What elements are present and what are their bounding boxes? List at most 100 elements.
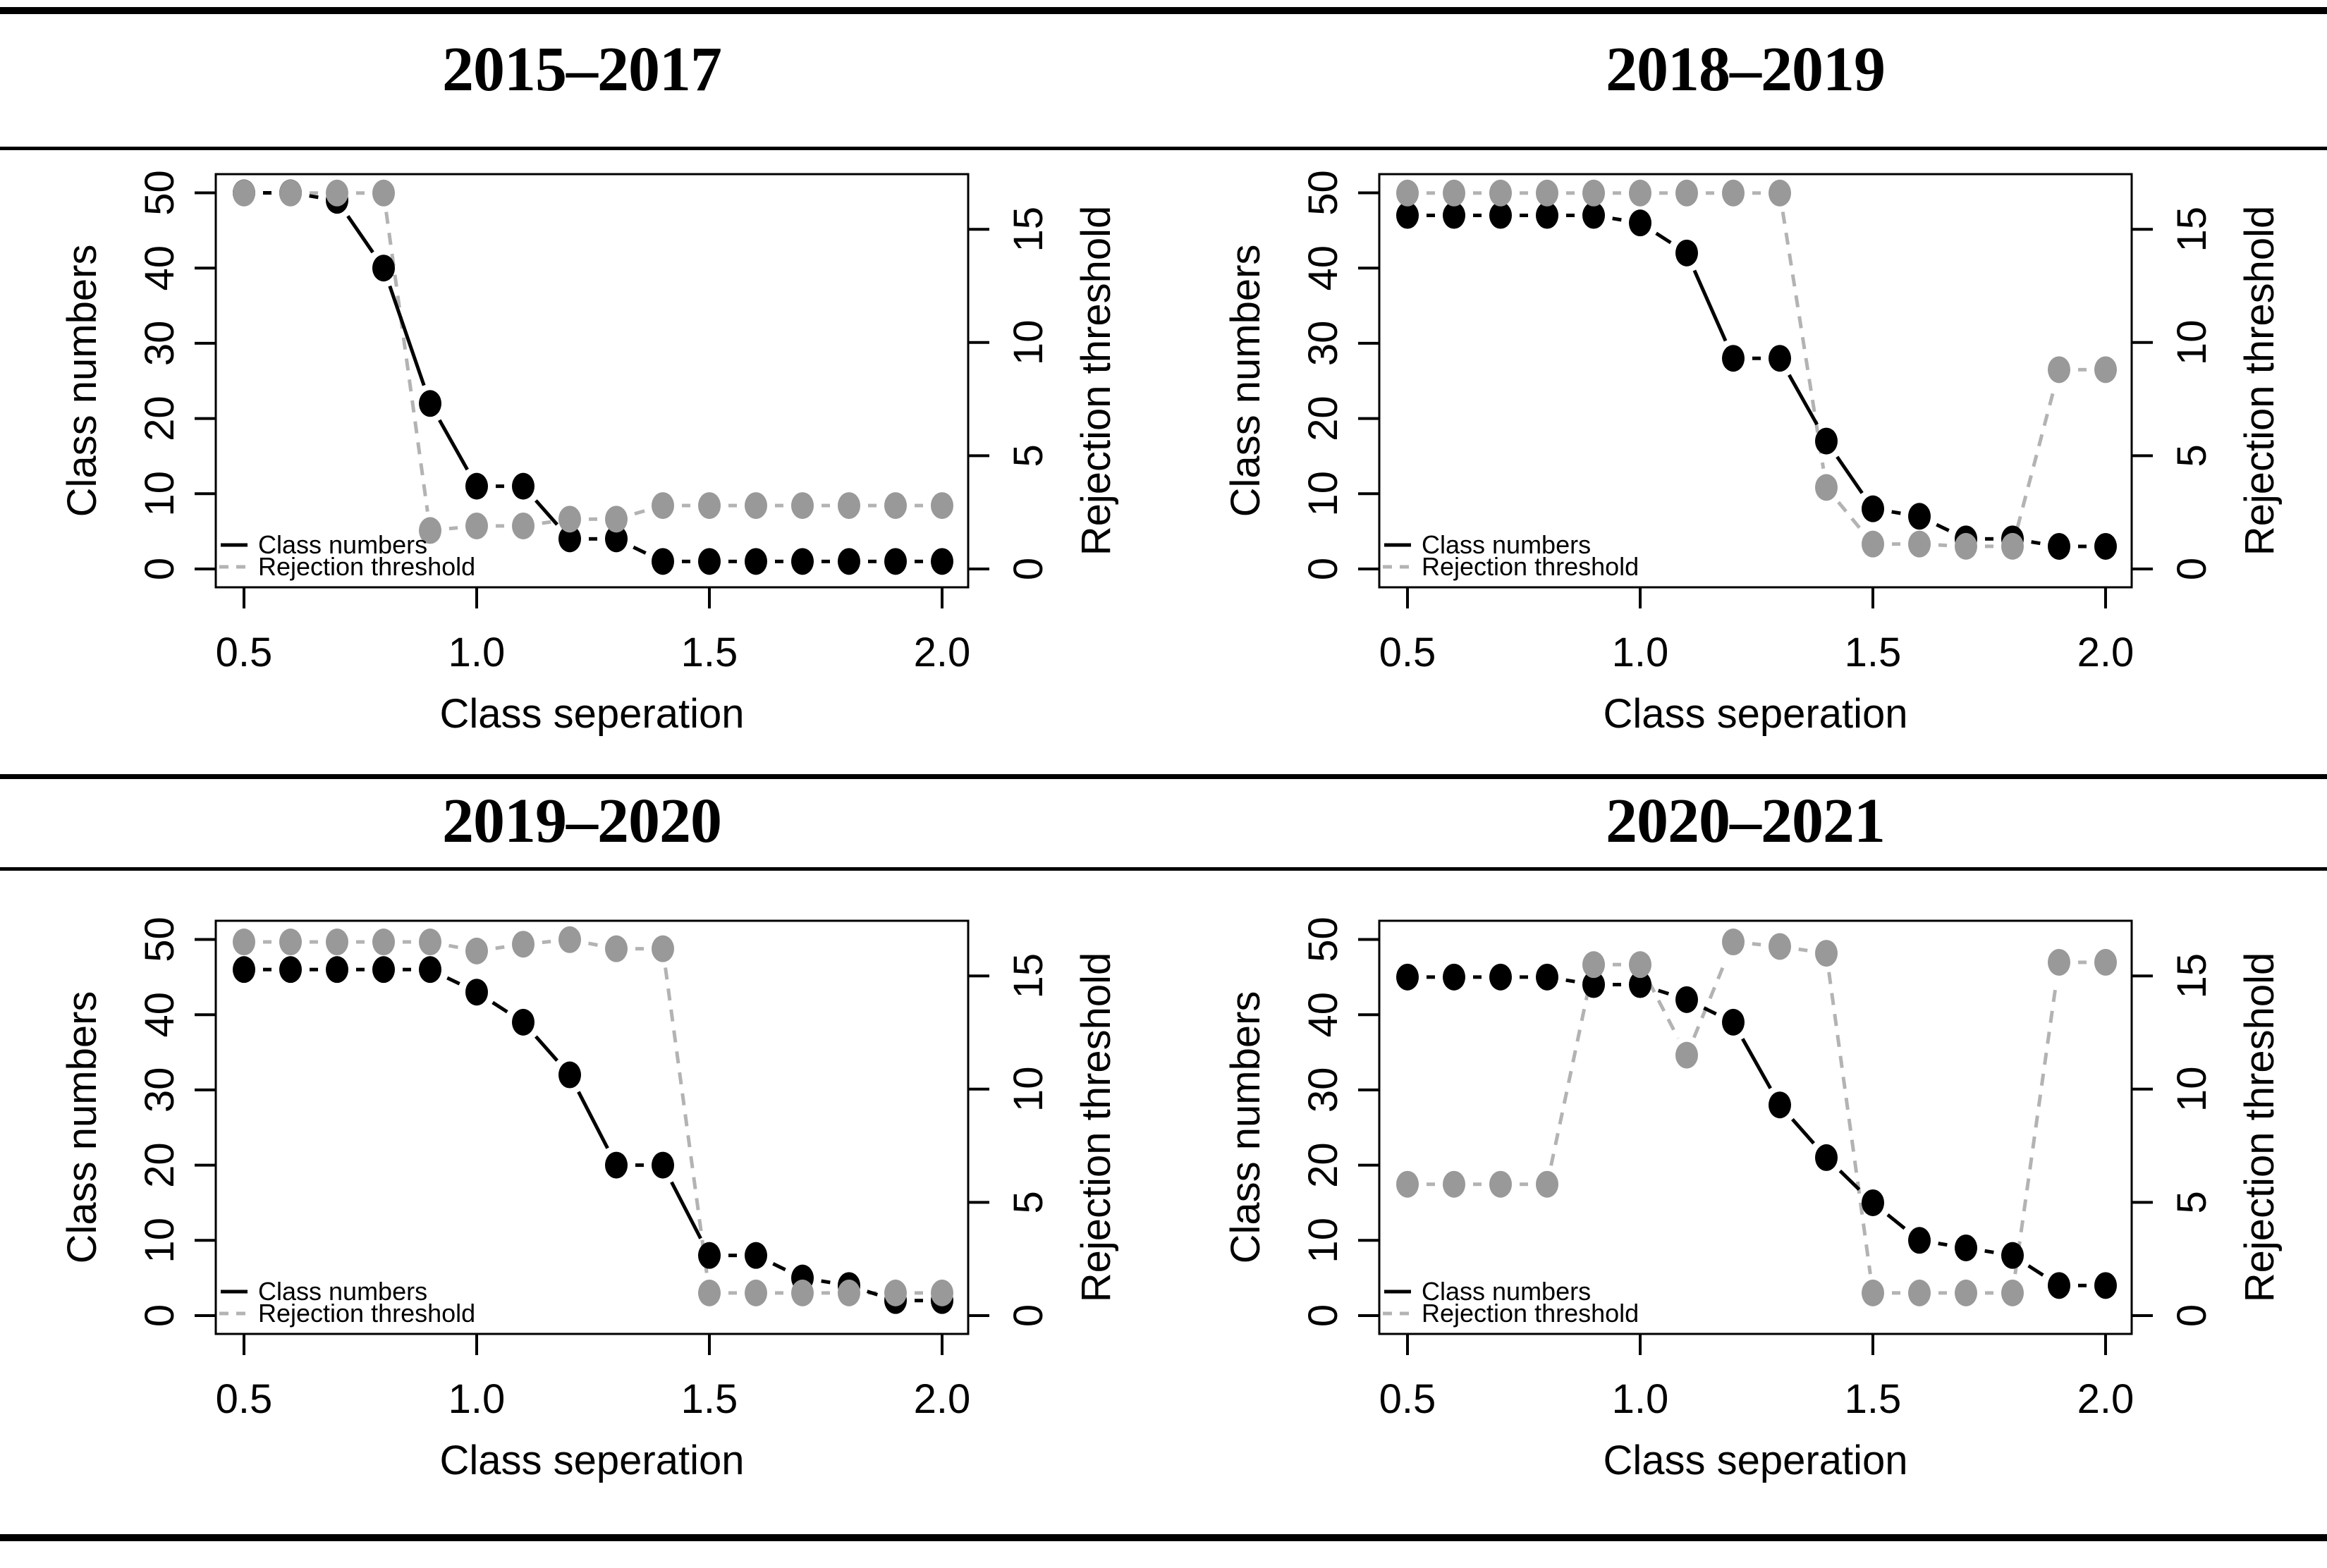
threshold-point	[1629, 179, 1651, 207]
series-class-numbers-line	[263, 967, 923, 1303]
y-right-tick-label: 10	[1006, 320, 1051, 366]
series-rejection-threshold-line	[263, 191, 923, 531]
class-point	[1769, 345, 1791, 372]
x-tick-label: 1.0	[448, 1376, 506, 1422]
series-rejection-threshold-line	[1427, 191, 2087, 549]
x-axis: 0.5 1.0 1.5 2.0 Class seperation	[216, 587, 970, 737]
y-axis-right: 0 5 10 15 Rejection threshold	[2132, 953, 2283, 1327]
y-axis-left: 0 10 20 30 40 50 Class numbers	[59, 170, 216, 580]
x-axis-title: Class seperation	[440, 691, 745, 737]
y-right-tick-label: 10	[2169, 320, 2215, 366]
series-rejection-threshold-points	[233, 179, 953, 544]
y-left-tick-label: 20	[137, 1142, 183, 1188]
class-point	[1536, 963, 1558, 991]
class-segment	[1612, 216, 1622, 222]
x-tick-label: 0.5	[1379, 1376, 1436, 1422]
threshold-point	[1769, 933, 1791, 960]
rule-bottom	[0, 1534, 2327, 1541]
class-point	[1443, 963, 1465, 991]
y-left-tick-label: 50	[137, 917, 183, 962]
threshold-point	[1955, 532, 1977, 560]
y-left-tick-label: 40	[137, 992, 183, 1038]
threshold-segment	[495, 945, 505, 950]
y-right-tick-label: 5	[1006, 1191, 1051, 1213]
class-point	[745, 1242, 767, 1269]
class-point	[2094, 1272, 2117, 1299]
threshold-point	[2001, 1279, 2024, 1306]
threshold-point	[1489, 1170, 1512, 1198]
series-class-numbers-line	[1427, 214, 2087, 549]
threshold-point	[884, 1279, 907, 1306]
class-segment	[821, 1279, 831, 1285]
series-class-numbers-line	[1427, 975, 2087, 1287]
threshold-segment	[384, 212, 429, 512]
y-right-axis-title: Rejection threshold	[1073, 206, 1119, 556]
legend-label-class-numbers: Class numbers	[258, 1277, 427, 1306]
threshold-point	[1862, 530, 1884, 558]
threshold-point	[1629, 951, 1651, 979]
threshold-point	[838, 1279, 860, 1306]
y-right-tick-label: 10	[1006, 1067, 1051, 1113]
class-segment	[309, 194, 319, 200]
class-point	[372, 255, 395, 282]
x-axis-title: Class seperation	[440, 1438, 745, 1483]
class-segment	[670, 1181, 702, 1239]
class-point	[791, 548, 814, 575]
threshold-segment	[1692, 959, 1728, 1039]
legend-label-class-numbers: Class numbers	[258, 530, 427, 559]
class-segment	[1791, 1117, 1815, 1145]
class-point	[558, 525, 581, 553]
class-segment	[1565, 978, 1575, 984]
class-point	[465, 472, 488, 500]
class-point	[1908, 1227, 1931, 1254]
class-point	[1955, 1234, 1977, 1261]
class-point	[1769, 1091, 1791, 1119]
threshold-point	[1582, 179, 1605, 207]
threshold-point	[558, 506, 581, 533]
threshold-segment	[2013, 981, 2058, 1275]
legend-label-rejection-threshold: Rejection threshold	[258, 1299, 475, 1328]
threshold-point	[884, 492, 907, 520]
class-segment	[1891, 510, 1901, 515]
threshold-segment	[542, 520, 551, 525]
y-left-tick-label: 30	[137, 1067, 183, 1113]
series-class-numbers-points	[1396, 202, 2117, 560]
y-left-tick-label: 20	[137, 396, 183, 441]
threshold-point	[233, 929, 255, 956]
rule-mid	[0, 774, 2327, 779]
x-axis: 0.5 1.0 1.5 2.0 Class seperation	[1379, 1334, 2134, 1483]
threshold-segment	[634, 509, 645, 516]
threshold-point	[1675, 179, 1698, 207]
y-left-axis-title: Class numbers	[1223, 245, 1269, 517]
class-segment	[1984, 1249, 1994, 1254]
threshold-point	[1955, 1279, 1977, 1306]
class-point	[1722, 345, 1745, 372]
y-right-tick-label: 0	[2169, 558, 2215, 580]
series-rejection-threshold-line	[263, 939, 923, 1295]
y-axis-right: 0 5 10 15 Rejection threshold	[2132, 206, 2283, 580]
threshold-point	[745, 492, 767, 520]
x-tick-label: 1.5	[1845, 630, 1902, 675]
x-tick-label: 1.5	[1845, 1376, 1902, 1422]
threshold-point	[1769, 179, 1791, 207]
class-point	[652, 1151, 674, 1179]
plot-frame	[1378, 919, 2133, 1335]
threshold-point	[1722, 179, 1745, 207]
threshold-point	[1908, 1279, 1931, 1306]
class-point	[2048, 532, 2070, 560]
class-point	[698, 548, 721, 575]
class-point	[1396, 963, 1419, 991]
class-point	[419, 390, 441, 417]
y-left-tick-label: 50	[137, 170, 183, 216]
x-tick-label: 0.5	[1379, 630, 1436, 675]
rule-top	[0, 7, 2327, 14]
x-tick-label: 1.5	[681, 1376, 738, 1422]
threshold-point	[838, 492, 860, 520]
threshold-point	[512, 512, 535, 539]
class-point	[1815, 1144, 1838, 1171]
class-segment	[446, 976, 460, 986]
threshold-point	[1536, 179, 1558, 207]
class-point	[419, 956, 441, 984]
